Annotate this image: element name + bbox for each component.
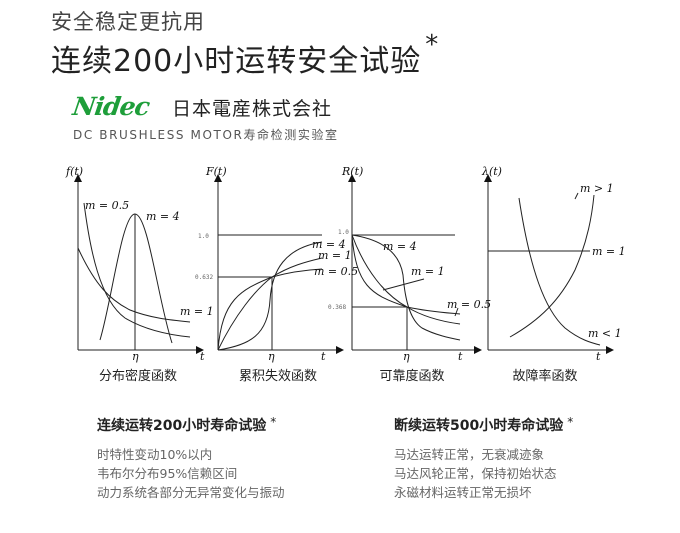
c2-xlabel: t — [321, 350, 326, 363]
caption-density: 分布密度函数 — [98, 369, 177, 384]
c3-tick-0368: 0.368 — [328, 304, 346, 311]
c2-label-m05: m = 0.5 — [314, 265, 358, 278]
c3-ylabel: R(t) — [341, 165, 363, 178]
test-line: 韦布尔分布95%信赖区间 — [97, 466, 238, 481]
test-title-text: 连续运转200小时寿命试验 — [97, 418, 267, 434]
c2-label-m4: m = 4 — [312, 238, 346, 251]
test-block-intermittent: 断续运转500小时寿命试验 * 马达运转正常，无衰减迹象 马达风轮正常，保持初始状… — [394, 415, 573, 502]
page-subtitle: 安全稳定更抗用 — [51, 10, 205, 34]
company-name: 日本電産株式会社 — [172, 98, 333, 120]
chart-density — [74, 174, 204, 354]
c3-tick-1: 1.0 — [338, 229, 349, 236]
test-line: 马达风轮正常，保持初始状态 — [394, 466, 557, 481]
test-line: 时特性变动10%以内 — [97, 447, 213, 462]
c1-label-m4: m = 4 — [146, 210, 180, 223]
chart-cumulative-failure — [214, 174, 344, 354]
test-block-continuous: 连续运转200小时寿命试验 * 时特性变动10%以内 韦布尔分布95%信赖区间 动… — [97, 415, 285, 502]
caption-reliability: 可靠度函数 — [379, 369, 445, 384]
nidec-logo: Nidec — [70, 92, 152, 121]
c3-xlabel: t — [458, 350, 463, 363]
c1-label-m05: m = 0.5 — [85, 199, 129, 212]
c4-label-m1: m = 1 — [592, 245, 626, 258]
c4-label-mlt1: m < 1 — [588, 327, 622, 340]
c1-xlabel: t — [200, 350, 205, 363]
lab-name: DC BRUSHLESS MOTOR寿命检测实验室 — [73, 128, 339, 142]
chart-failure-rate — [484, 174, 614, 354]
test-line: 动力系统各部分无异常变化与振动 — [97, 485, 285, 500]
c1-label-m1: m = 1 — [180, 305, 214, 318]
caption-cumulative-failure: 累积失效函数 — [238, 369, 317, 384]
c3-label-m05: m = 0.5 — [447, 298, 491, 311]
test-title: 连续运转200小时寿命试验 * — [97, 415, 285, 435]
c2-eta: η — [268, 350, 275, 363]
footnote-mark: * — [567, 415, 574, 429]
test-line: 马达运转正常，无衰减迹象 — [394, 447, 545, 462]
test-title-text: 断续运转500小时寿命试验 — [394, 418, 564, 434]
c4-label-mgt1: m > 1 — [580, 182, 614, 195]
c2-ylabel: F(t) — [205, 165, 227, 178]
page-title: 连续200小时运转安全试验 * — [51, 30, 439, 80]
title-text: 连续200小时运转安全试验 — [51, 44, 422, 79]
footnote-mark: * — [425, 30, 440, 60]
c3-label-m4: m = 4 — [383, 240, 417, 253]
weibull-charts: f(t) t η m = 0.5 m = 4 m = 1 F(t) t η m … — [65, 165, 626, 363]
footnote-mark: * — [270, 415, 277, 429]
test-line: 永磁材料运转正常无损坏 — [394, 485, 532, 500]
caption-failure-rate: 故障率函数 — [512, 369, 578, 384]
chart-reliability — [348, 174, 482, 354]
c3-label-m1: m = 1 — [411, 265, 445, 278]
c4-xlabel: t — [596, 350, 601, 363]
c1-eta: η — [132, 350, 139, 363]
c2-tick-1: 1.0 — [198, 233, 209, 240]
c1-ylabel: f(t) — [65, 165, 83, 178]
c4-ylabel: λ(t) — [481, 165, 502, 178]
test-title: 断续运转500小时寿命试验 * — [394, 415, 573, 435]
c2-label-m1: m = 1 — [318, 249, 352, 262]
c2-tick-0632: 0.632 — [195, 274, 213, 281]
c3-eta: η — [403, 350, 410, 363]
